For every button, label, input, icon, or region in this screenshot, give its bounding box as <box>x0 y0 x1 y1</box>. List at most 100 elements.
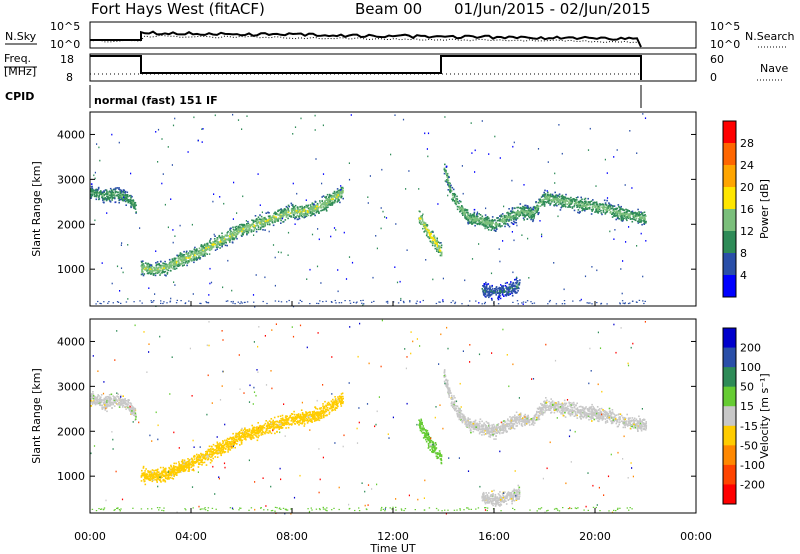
scatter-cell <box>101 262 103 264</box>
scatter-cell <box>112 399 115 402</box>
scatter-cell <box>523 184 525 186</box>
scatter-cell <box>108 405 110 407</box>
scatter-cell <box>160 302 162 304</box>
scatter-cell <box>120 244 122 246</box>
scatter-cell <box>251 219 253 221</box>
scatter-cell <box>198 247 201 250</box>
scatter-cell <box>544 194 547 196</box>
scatter-cell <box>257 228 260 231</box>
scatter-cell <box>313 206 315 209</box>
scatter-cell <box>341 186 344 189</box>
scatter-cell <box>465 218 468 220</box>
scatter-cell <box>118 402 120 404</box>
scatter-cell <box>500 220 502 223</box>
scatter-cell <box>236 212 238 214</box>
scatter-cell <box>94 400 96 402</box>
scatter-cell <box>550 195 552 198</box>
scatter-cell <box>479 218 481 221</box>
scatter-cell <box>643 223 646 225</box>
scatter-cell <box>587 197 589 200</box>
scatter-cell <box>270 216 272 219</box>
scatter-cell <box>214 242 217 245</box>
scatter-cell <box>573 198 575 201</box>
scatter-cell <box>212 244 215 246</box>
scatter-cell <box>184 262 187 264</box>
scatter-cell <box>164 274 166 276</box>
scatter-cell <box>166 273 169 275</box>
scatter-cell <box>142 478 145 481</box>
scatter-cell <box>426 233 428 236</box>
scatter-cell <box>234 234 237 237</box>
scatter-cell <box>114 197 116 200</box>
cpid-text: normal (fast) 151 IF <box>94 94 218 107</box>
scatter-cell <box>170 266 173 269</box>
scatter-cell <box>322 195 325 197</box>
scatter-cell <box>504 282 507 285</box>
scatter-cell <box>486 284 488 286</box>
scatter-cell <box>553 197 555 200</box>
scatter-cell <box>130 407 133 409</box>
scatter-cell <box>134 208 137 210</box>
scatter-cell <box>486 295 488 297</box>
scatter-cell <box>581 198 583 201</box>
scatter-cell <box>173 266 176 268</box>
scatter-cell <box>497 303 500 305</box>
scatter-cell <box>529 209 532 212</box>
scatter-cell <box>277 220 280 222</box>
scatter-cell <box>320 207 322 209</box>
scatter-cell <box>498 223 501 225</box>
scatter-cell <box>115 194 117 197</box>
scatter-cell <box>483 225 485 227</box>
scatter-cell <box>274 284 276 287</box>
scatter-cell <box>230 227 232 230</box>
scatter-cell <box>148 270 150 272</box>
scatter-cell <box>256 431 258 433</box>
scatter-cell <box>306 213 308 215</box>
scatter-cell <box>125 194 128 197</box>
scatter-cell <box>618 213 621 215</box>
scatter-cell <box>533 217 535 219</box>
scatter-cell <box>556 194 559 197</box>
scatter-cell <box>183 264 185 266</box>
scatter-cell <box>498 294 501 296</box>
scatter-cell <box>159 260 162 263</box>
scatter-cell <box>157 161 159 163</box>
scatter-cell <box>333 403 335 406</box>
scatter-cell <box>91 403 94 405</box>
scatter-cell <box>473 208 476 211</box>
scatter-cell <box>111 282 113 285</box>
scatter-cell <box>605 209 608 212</box>
scatter-cell <box>310 420 312 423</box>
scatter-cell <box>488 153 490 155</box>
scatter-cell <box>181 263 183 265</box>
scatter-cell <box>127 298 129 300</box>
scatter-cell <box>168 266 170 268</box>
scatter-cell <box>103 190 105 192</box>
scatter-cell <box>506 223 509 225</box>
scatter-cell <box>553 204 555 206</box>
scatter-cell <box>303 210 306 212</box>
scatter-cell <box>223 240 226 243</box>
scatter-cell <box>453 194 456 197</box>
scatter-cell <box>595 185 597 187</box>
scatter-cell <box>400 297 402 300</box>
scatter-cell <box>277 219 279 221</box>
scatter-cell <box>199 258 201 260</box>
scatter-cell <box>180 258 183 261</box>
scatter-cell <box>513 218 515 221</box>
scatter-cell <box>505 220 507 223</box>
scatter-cell <box>312 412 314 415</box>
scatter-cell <box>482 286 485 288</box>
scatter-cell <box>314 129 316 131</box>
scatter-cell <box>481 303 483 305</box>
scatter-cell <box>237 119 240 121</box>
scatter-cell <box>281 209 283 211</box>
scatter-cell <box>640 232 642 235</box>
scatter-cell <box>115 402 117 404</box>
scatter-cell <box>292 420 294 422</box>
scatter-cell <box>256 221 258 224</box>
scatter-cell <box>331 401 334 404</box>
scatter-cell <box>396 281 399 284</box>
scatter-cell <box>198 255 200 257</box>
scatter-cell <box>622 209 624 211</box>
